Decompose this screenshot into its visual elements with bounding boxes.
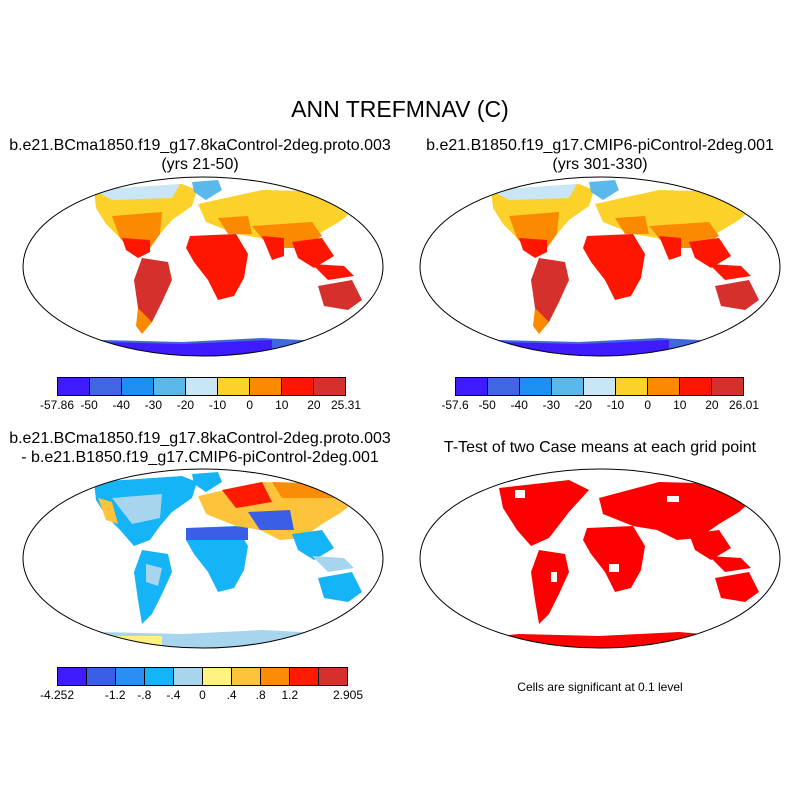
colorbar-tick-label: 20 xyxy=(307,398,321,412)
colorbar-swatch xyxy=(58,378,90,395)
case1-map xyxy=(22,176,384,357)
figure-title: ANN TREFMNAV (C) xyxy=(291,96,509,122)
colorbar-tick-label: 10 xyxy=(673,398,687,412)
colorbar-tick-label: .4 xyxy=(226,688,237,702)
colorbar-tick-label: -50 xyxy=(478,398,496,412)
colorbar-tick-label: 1.2 xyxy=(281,688,299,702)
colorbar-swatch xyxy=(584,378,616,395)
case2-colorbar-ticks: -57.6 -50 -40 -30 -20 -10 0 10 20 26.01 xyxy=(441,398,759,414)
colorbar-swatch xyxy=(87,668,116,685)
colorbar-tick-label: -50 xyxy=(80,398,98,412)
colorbar-swatch xyxy=(616,378,648,395)
case2-map xyxy=(419,176,781,357)
diff-colorbar-ticks: -4.252 -1.2 -.8 -.4 0 .4 .8 1.2 2.905 xyxy=(40,688,363,704)
ttest-note: Cells are significant at 0.1 level xyxy=(517,680,683,694)
case1-colorbar xyxy=(57,377,346,396)
colorbar-tick-label: -10 xyxy=(208,398,227,412)
colorbar-tick-label: 0 xyxy=(246,398,253,412)
colorbar-swatch xyxy=(122,378,154,395)
colorbar-swatch xyxy=(203,668,232,685)
colorbar-swatch xyxy=(319,668,347,685)
colorbar-swatch xyxy=(488,378,520,395)
colorbar-swatch xyxy=(250,378,282,395)
colorbar-tick-label: -4.252 xyxy=(39,688,75,702)
colorbar-swatch xyxy=(712,378,743,395)
colorbar-swatch xyxy=(232,668,261,685)
colorbar-tick-label: -57.6 xyxy=(441,398,469,412)
colorbar-tick-label: -57.86 xyxy=(39,398,75,412)
ttest-title: T-Test of two Case means at each grid po… xyxy=(443,439,757,456)
colorbar-tick-label: 20 xyxy=(705,398,719,412)
colorbar-swatch xyxy=(520,378,552,395)
colorbar-swatch xyxy=(116,668,145,685)
case1-title: b.e21.BCma1850.f19_g17.8kaControl-2deg.p… xyxy=(0,136,400,174)
colorbar-tick-label: 0 xyxy=(199,688,206,702)
colorbar-swatch xyxy=(218,378,250,395)
colorbar-tick-label: -40 xyxy=(112,398,130,412)
colorbar-tick-label: -20 xyxy=(176,398,195,412)
colorbar-swatch xyxy=(145,668,174,685)
case1-title-line1: b.e21.BCma1850.f19_g17.8kaControl-2deg.p… xyxy=(9,137,391,154)
diff-map xyxy=(22,468,384,649)
diff-colorbar xyxy=(57,667,348,686)
diff-title: b.e21.BCma1850.f19_g17.8kaControl-2deg.p… xyxy=(0,429,400,467)
diff-title-line2: - b.e21.B1850.f19_g17.CMIP6-piControl-2d… xyxy=(21,449,379,466)
colorbar-swatch xyxy=(154,378,186,395)
case2-title-line2: (yrs 301-330) xyxy=(552,156,648,173)
colorbar-tick-label: 25.31 xyxy=(330,398,362,412)
colorbar-swatch xyxy=(90,378,122,395)
colorbar-tick-label: 0 xyxy=(644,398,651,412)
colorbar-swatch xyxy=(552,378,584,395)
colorbar-tick-label: -10 xyxy=(606,398,625,412)
colorbar-tick-label: 2.905 xyxy=(332,688,364,702)
colorbar-tick-label: .8 xyxy=(255,688,266,702)
colorbar-swatch xyxy=(58,668,87,685)
colorbar-tick-label: -30 xyxy=(542,398,560,412)
colorbar-swatch xyxy=(186,378,218,395)
colorbar-tick-label: -20 xyxy=(574,398,593,412)
colorbar-tick-label: 10 xyxy=(275,398,289,412)
case1-colorbar-ticks: -57.86 -50 -40 -30 -20 -10 0 10 20 25.31 xyxy=(40,398,361,414)
case2-title: b.e21.B1850.f19_g17.CMIP6-piControl-2deg… xyxy=(400,136,800,174)
case2-colorbar xyxy=(455,377,744,396)
case2-title-line1: b.e21.B1850.f19_g17.CMIP6-piControl-2deg… xyxy=(426,137,774,154)
colorbar-swatch xyxy=(456,378,488,395)
case1-title-line2: (yrs 21-50) xyxy=(161,156,239,173)
colorbar-tick-label: -1.2 xyxy=(104,688,126,702)
colorbar-tick-label: -30 xyxy=(144,398,162,412)
colorbar-swatch xyxy=(261,668,290,685)
colorbar-swatch xyxy=(314,378,345,395)
colorbar-tick-label: -40 xyxy=(510,398,528,412)
colorbar-swatch xyxy=(680,378,712,395)
colorbar-tick-label: -.8 xyxy=(137,688,152,702)
colorbar-tick-label: 26.01 xyxy=(728,398,760,412)
colorbar-swatch xyxy=(648,378,680,395)
colorbar-tick-label: -.4 xyxy=(166,688,181,702)
colorbar-swatch xyxy=(282,378,314,395)
colorbar-swatch xyxy=(174,668,203,685)
colorbar-swatch xyxy=(290,668,319,685)
diff-title-line1: b.e21.BCma1850.f19_g17.8kaControl-2deg.p… xyxy=(9,430,391,447)
ttest-map xyxy=(419,468,781,649)
